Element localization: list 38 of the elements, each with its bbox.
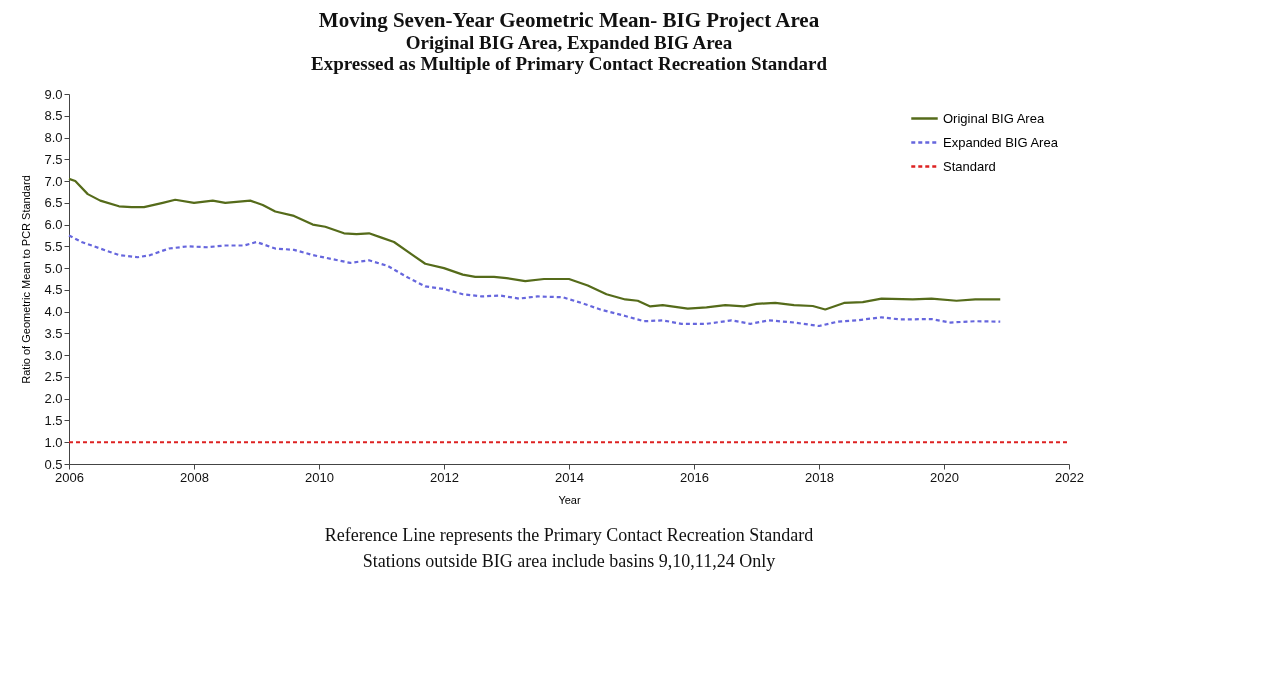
y-tick-label: 1.0 [44, 434, 63, 450]
y-tick-label: 7.5 [44, 151, 63, 167]
x-axis-title: Year [558, 493, 581, 506]
line-series [67, 234, 1002, 328]
chart-title: Moving Seven-Year Geometric Mean- BIG Project Area [318, 8, 820, 32]
text: Reference Line represents the Primary Contact Recreation Standard [324, 525, 814, 545]
y-tick-label: 4.5 [44, 282, 63, 298]
y-tick-label: 2.5 [44, 369, 63, 385]
x-tick-label: 2014 [555, 469, 584, 485]
chart-subtitle: Original BIG Area, Expanded BIG Area Expressed as Multiple of Primary Contact Recreation Standard [311, 32, 828, 74]
y-tick-label: 5.0 [44, 260, 63, 276]
x-tick-label: 2016 [680, 469, 709, 485]
y-tick-label: 2.0 [44, 391, 63, 407]
x-tick-label: 2020 [930, 469, 959, 485]
x-tick-label: 2022 [1055, 469, 1084, 485]
legend-label: Expanded BIG Area [943, 134, 1059, 150]
y-tick-label: 5.5 [44, 238, 63, 254]
x-tick-label: 2012 [430, 469, 459, 485]
legend-label: Original BIG Area [943, 110, 1045, 126]
x-tick-label: 2008 [180, 469, 209, 485]
y-tick-label: 6.5 [44, 195, 63, 211]
y-tick-label: 7.0 [44, 173, 63, 189]
y-tick-label: 3.0 [44, 347, 63, 363]
legend-label: Standard [943, 158, 996, 174]
y-tick-label: 8.5 [44, 108, 63, 124]
y-tick-label: 8.0 [44, 130, 63, 146]
line-series [67, 177, 1002, 311]
y-tick-label: 6.0 [44, 217, 63, 233]
y-tick-label: 0.5 [44, 456, 63, 472]
x-tick-label: 2006 [55, 469, 84, 485]
x-tick-label: 2010 [305, 469, 334, 485]
y-tick-label: 1.5 [44, 412, 63, 428]
text: Stations outside BIG area include basins 9,10,11,24 Only [362, 551, 776, 571]
y-tick-label: 9.0 [44, 86, 63, 102]
y-tick-label: 3.5 [44, 325, 63, 341]
y-tick-label: 4.0 [44, 304, 63, 320]
y-axis-title: Ratio of Geometric Mean to PCR Standard [20, 175, 33, 384]
x-tick-label: 2018 [805, 469, 834, 485]
